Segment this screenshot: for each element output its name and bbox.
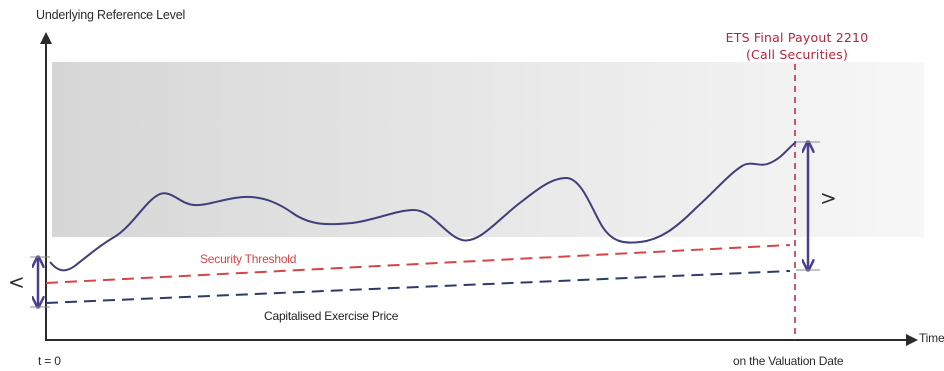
security-threshold-label: Security Threshold	[200, 252, 297, 266]
upper-region-band	[52, 62, 924, 237]
greater-than-symbol: >	[820, 186, 837, 210]
less-than-symbol: <	[8, 270, 25, 294]
payout-subtitle: (Call Securities)	[745, 47, 849, 62]
payout-title: ETS Final Payout 2210	[725, 30, 869, 45]
valuation-date-label: on the Valuation Date	[733, 354, 844, 368]
start-time-label: t = 0	[38, 354, 61, 368]
y-axis-label: Underlying Reference Level	[36, 8, 186, 22]
capitalised-exercise-price-label: Capitalised Exercise Price	[264, 309, 399, 323]
underlying-price-path	[49, 141, 797, 272]
capitalised-exercise-price-line	[45, 270, 791, 304]
security-threshold-line	[45, 244, 791, 284]
x-axis-label: Time	[919, 331, 944, 345]
